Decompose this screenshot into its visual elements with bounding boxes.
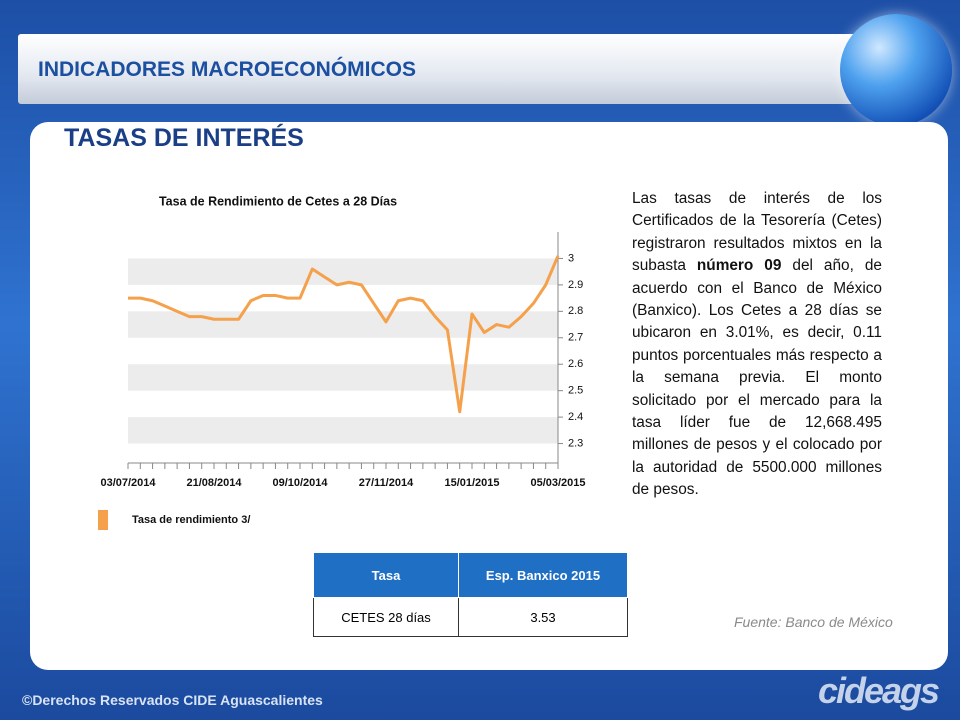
globe-icon [840, 14, 952, 126]
table-cell: 3.53 [458, 597, 628, 637]
header-title: INDICADORES MACROECONÓMICOS [38, 58, 417, 81]
chart: Tasa de Rendimiento de Cetes a 28 Días 2… [98, 194, 586, 530]
x-tick-label: 15/01/2015 [444, 477, 499, 489]
legend-swatch [98, 510, 108, 530]
y-tick-label: 2.8 [568, 305, 583, 317]
y-tick-label: 2.5 [568, 385, 583, 397]
legend-label: Tasa de rendimiento 3/ [132, 514, 250, 526]
grid-band [128, 364, 558, 391]
y-tick-label: 3 [568, 252, 574, 264]
section-title: TASAS DE INTERÉS [64, 124, 304, 152]
x-tick-label: 09/10/2014 [272, 477, 328, 489]
text: Las tasas de interés de los Certificados… [632, 190, 882, 275]
grid-band [128, 417, 558, 444]
chart-title: Tasa de Rendimiento de Cetes a 28 Días [159, 194, 397, 208]
bold-text: número 09 [696, 257, 782, 275]
footer: ©Derechos Reservados CIDE Aguascalientes [22, 692, 323, 708]
line-series [128, 255, 560, 414]
y-tick-label: 2.7 [568, 332, 583, 344]
description: Las tasas de interés de los Certificados… [632, 188, 882, 502]
logo: cideags [818, 670, 940, 711]
table-cell: CETES 28 días [313, 597, 459, 637]
source: Fuente: Banco de México [734, 614, 893, 630]
x-tick-label: 05/03/2015 [530, 477, 585, 489]
table-header: Tasa [313, 552, 459, 598]
y-tick-label: 2.9 [568, 279, 583, 291]
y-tick-label: 2.4 [568, 411, 583, 423]
table: Tasa Esp. Banxico 2015 CETES 28 días 3.53 [313, 552, 628, 637]
x-tick-label: 27/11/2014 [359, 477, 414, 489]
x-tick-label: 21/08/2014 [186, 477, 242, 489]
y-tick-label: 2.3 [568, 437, 583, 449]
y-tick-label: 2.6 [568, 358, 583, 370]
text: del año, de acuerdo con el Banco de Méxi… [632, 257, 882, 499]
x-tick-label: 03/07/2014 [100, 477, 156, 489]
grid-band [128, 258, 558, 285]
table-header: Esp. Banxico 2015 [458, 552, 628, 598]
header-bar [18, 34, 918, 104]
